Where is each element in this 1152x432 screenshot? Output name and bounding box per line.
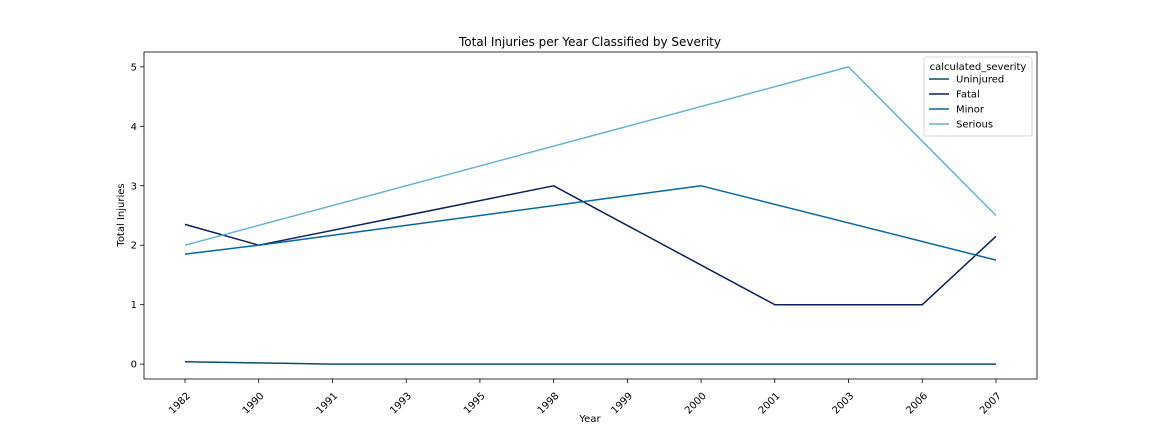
legend-label-fatal: Fatal	[956, 90, 980, 101]
x-tick-label: 1998	[536, 391, 562, 417]
x-tick-label: 2006	[904, 391, 930, 417]
legend-box	[923, 56, 1033, 137]
y-tick-label: 3	[131, 181, 137, 192]
y-axis-label: Total Injuries	[116, 183, 127, 247]
x-tick-label: 1990	[241, 391, 267, 417]
x-axis: 1982 1990 1991 1993 1995 1998 1999 2000 2001 2003…	[167, 379, 1004, 416]
x-tick-label: 1995	[462, 391, 488, 417]
x-tick-label: 1991	[315, 391, 341, 417]
x-tick-label: 2001	[757, 391, 783, 417]
y-tick-label: 1	[131, 300, 137, 311]
series-line-serious	[184, 66, 997, 246]
y-tick-label: 4	[131, 122, 137, 133]
series-layer	[184, 66, 997, 365]
series-line-uninjured	[184, 361, 996, 365]
legend-label-uninjured: Uninjured	[956, 75, 1004, 86]
y-axis: 0 1 2 3 4 5	[131, 62, 144, 371]
legend-label-serious: Serious	[956, 120, 993, 131]
x-tick-label: 2000	[683, 391, 709, 417]
x-tick-label: 1999	[609, 391, 635, 417]
x-tick-label: 1993	[388, 391, 414, 417]
x-tick-label: 2003	[831, 391, 857, 417]
plot-area	[143, 51, 1038, 380]
y-tick-label: 5	[131, 62, 137, 73]
x-axis-label: Year	[578, 414, 601, 425]
chart-title: Total Injuries per Year Classified by Se…	[458, 35, 721, 49]
legend: calculated_severity Uninjured Fatal Minor S…	[923, 56, 1033, 137]
x-tick-label: 2007	[978, 391, 1004, 417]
legend-label-minor: Minor	[956, 105, 985, 116]
series-line-minor	[184, 185, 997, 261]
legend-title: calculated_severity	[930, 62, 1027, 73]
y-tick-label: 2	[131, 241, 137, 252]
series-line-fatal	[184, 185, 997, 306]
x-tick-label: 1982	[167, 391, 193, 417]
legend-items: Uninjured Fatal Minor Serious	[929, 75, 1004, 131]
y-tick-label: 0	[131, 360, 137, 371]
